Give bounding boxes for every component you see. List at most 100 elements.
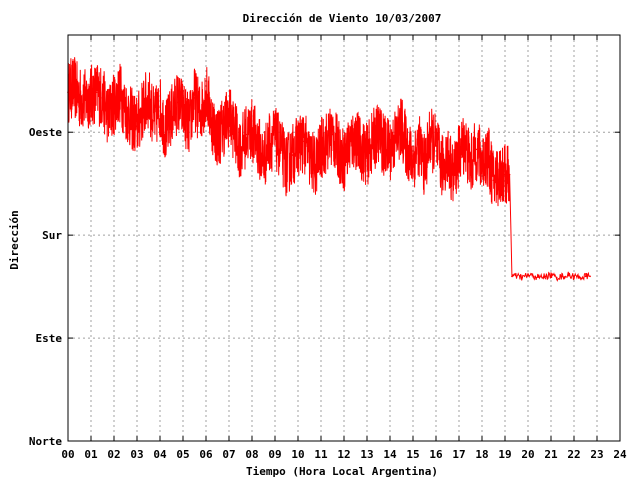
data-point — [589, 275, 591, 278]
x-axis-label: Tiempo (Hora Local Argentina) — [246, 465, 438, 478]
data-point — [141, 108, 144, 111]
data-point — [337, 148, 340, 151]
y-tick-label: Norte — [29, 435, 62, 448]
data-point — [153, 119, 156, 122]
data-point — [176, 101, 179, 104]
data-point — [555, 276, 558, 279]
data-point — [199, 114, 202, 116]
data-point — [584, 275, 587, 278]
data-point — [268, 140, 271, 143]
data-point — [538, 276, 541, 279]
data-point — [210, 119, 213, 122]
data-point — [527, 274, 529, 276]
series-line — [67, 57, 591, 282]
data-point — [182, 108, 184, 111]
series-layer — [67, 57, 591, 282]
data-point — [515, 275, 518, 278]
data-point — [544, 275, 547, 278]
x-tick-label: 24 — [613, 448, 627, 461]
data-point — [308, 156, 311, 159]
data-point — [446, 154, 449, 156]
data-point — [285, 165, 288, 168]
data-point — [251, 129, 253, 131]
x-axis-ticks: 00 01 02 03 04 05 06 07 08 09 10 11 12 13 14 15 16 17 18 19… — [61, 35, 627, 461]
y-axis-label: Dirección — [8, 210, 21, 270]
x-tick-label: 15 — [406, 448, 419, 461]
x-tick-label: 13 — [360, 448, 373, 461]
data-point — [72, 85, 75, 88]
x-tick-label: 21 — [544, 448, 558, 461]
x-tick-label: 06 — [199, 448, 213, 461]
data-point — [504, 173, 506, 176]
data-point — [245, 133, 248, 136]
data-point — [314, 165, 317, 168]
data-point — [228, 114, 230, 116]
x-tick-label: 04 — [153, 448, 167, 461]
data-point — [78, 97, 81, 99]
data-point — [90, 94, 92, 97]
data-point — [331, 133, 334, 136]
data-point — [400, 125, 403, 128]
x-tick-label: 01 — [84, 448, 98, 461]
data-point — [216, 137, 219, 139]
data-point — [302, 140, 305, 143]
data-point — [469, 165, 472, 168]
data-point — [578, 276, 581, 279]
data-point — [371, 140, 374, 143]
data-point — [498, 173, 501, 176]
data-point — [508, 173, 511, 176]
x-tick-label: 00 — [61, 448, 74, 461]
data-point — [239, 148, 242, 151]
data-point — [233, 131, 236, 134]
x-tick-label: 23 — [590, 448, 603, 461]
x-tick-label: 14 — [383, 448, 397, 461]
x-tick-label: 10 — [291, 448, 304, 461]
x-tick-label: 05 — [176, 448, 189, 461]
data-point — [452, 174, 455, 177]
data-point — [274, 137, 276, 139]
y-tick-label: Sur — [42, 229, 62, 242]
data-point — [170, 114, 173, 116]
data-point — [383, 145, 386, 147]
x-tick-label: 11 — [314, 448, 328, 461]
x-tick-label: 20 — [521, 448, 534, 461]
data-point — [320, 148, 322, 151]
data-point — [567, 274, 570, 276]
data-point — [84, 99, 87, 101]
data-point — [360, 148, 363, 151]
x-tick-label: 22 — [567, 448, 580, 461]
data-point — [366, 154, 368, 156]
y-tick-label: Oeste — [29, 126, 62, 139]
data-point — [463, 140, 466, 143]
data-point — [187, 125, 190, 128]
data-point — [389, 148, 391, 151]
data-point — [348, 142, 351, 145]
data-point — [118, 91, 121, 93]
x-tick-label: 07 — [222, 448, 235, 461]
data-point — [435, 145, 437, 147]
data-point — [412, 160, 414, 162]
data-point — [423, 165, 426, 168]
x-tick-label: 17 — [452, 448, 465, 461]
x-tick-label: 18 — [475, 448, 488, 461]
data-point — [291, 154, 294, 156]
y-tick-label: Este — [36, 332, 63, 345]
data-point — [147, 97, 150, 99]
data-point — [429, 137, 432, 139]
data-point — [377, 131, 380, 134]
data-point — [573, 275, 575, 278]
data-point — [550, 274, 552, 276]
data-point — [297, 145, 299, 147]
data-point — [481, 160, 483, 162]
data-point — [193, 97, 196, 99]
data-point — [475, 148, 478, 151]
data-point — [492, 179, 495, 182]
data-point — [394, 137, 397, 139]
data-point — [279, 148, 282, 151]
x-tick-label: 03 — [130, 448, 143, 461]
data-point — [406, 148, 409, 151]
data-point — [440, 165, 443, 168]
data-point — [205, 91, 207, 93]
data-point — [113, 102, 115, 105]
